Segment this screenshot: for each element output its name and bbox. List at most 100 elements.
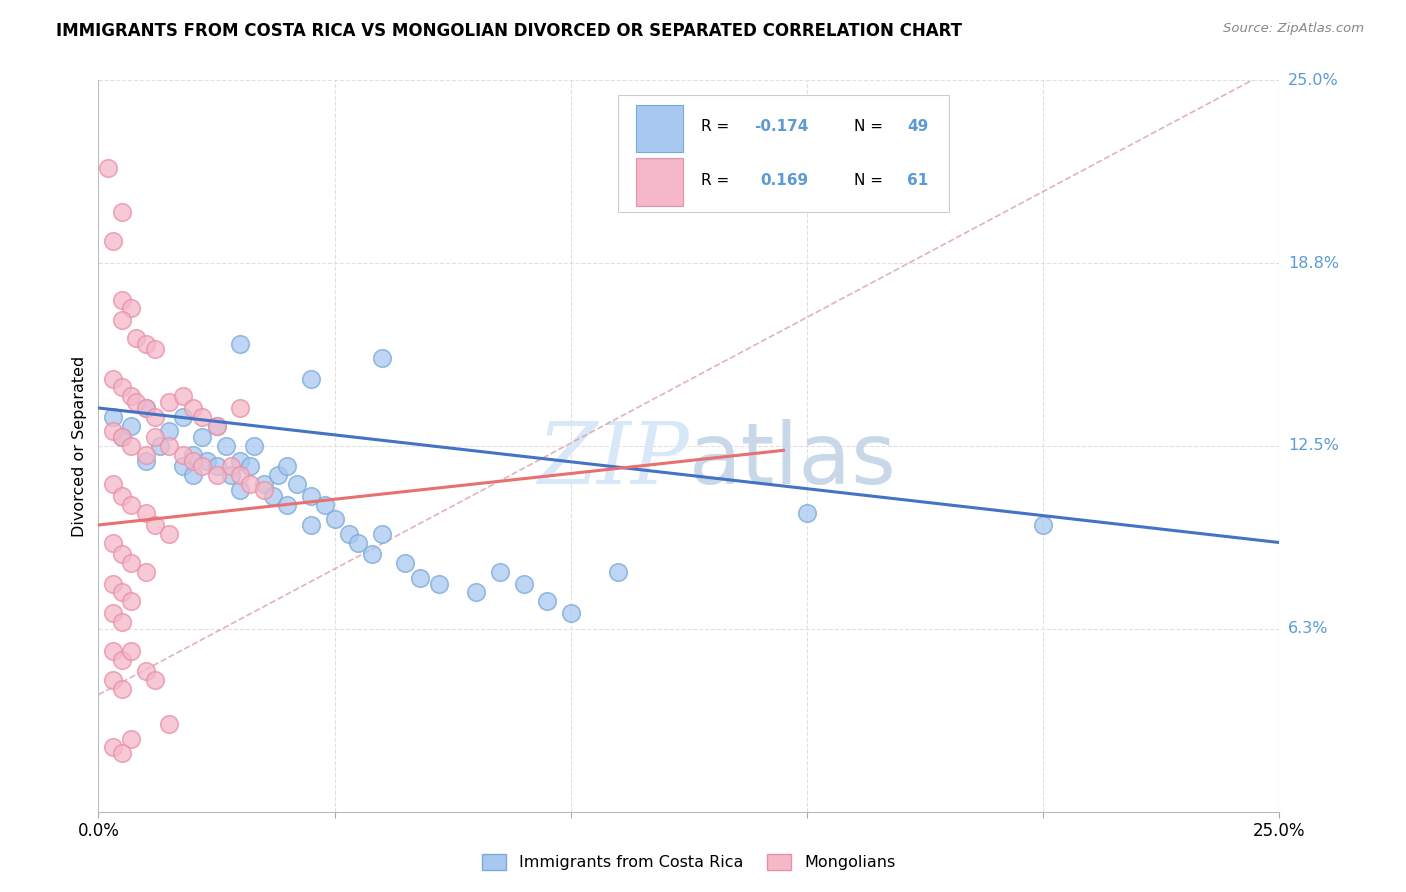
Point (607, 565, 630, 579)
Point (111, 615, 134, 629)
Point (253, 483, 276, 497)
Point (101, 425, 124, 439)
FancyBboxPatch shape (619, 95, 949, 212)
Bar (636, 159, 683, 206)
Point (299, 489, 322, 503)
Point (796, 506, 818, 520)
Point (121, 731, 143, 746)
Text: 25.0%: 25.0% (1288, 73, 1339, 87)
Point (111, 547, 134, 561)
Point (229, 453, 252, 467)
Point (229, 468, 252, 483)
Point (276, 459, 298, 474)
Point (205, 418, 228, 433)
Point (121, 556, 143, 570)
Point (101, 576, 124, 591)
Point (143, 430, 166, 444)
Point (229, 336, 252, 351)
Point (219, 468, 242, 483)
Point (157, 425, 180, 439)
Point (125, 395, 148, 409)
Text: R =: R = (700, 119, 734, 134)
Text: R =: R = (700, 173, 738, 188)
Point (195, 453, 218, 467)
Point (394, 556, 416, 570)
Point (181, 453, 204, 467)
Point (489, 565, 512, 579)
Point (111, 293, 134, 307)
Text: N =: N = (855, 119, 889, 134)
Text: ZIP: ZIP (537, 419, 689, 502)
Point (205, 418, 228, 433)
Text: 6.3%: 6.3% (1288, 622, 1329, 636)
Point (299, 372, 322, 386)
Point (111, 313, 134, 327)
Point (276, 498, 298, 512)
Point (172, 448, 194, 462)
Point (512, 576, 534, 591)
Point (205, 459, 228, 474)
Point (191, 409, 214, 424)
Point (135, 401, 157, 415)
Point (135, 665, 157, 679)
Point (101, 409, 124, 424)
Point (323, 512, 346, 526)
Point (299, 518, 322, 533)
Point (101, 644, 124, 658)
Point (219, 459, 242, 474)
Point (427, 576, 450, 591)
Point (121, 498, 143, 512)
Point (262, 489, 284, 503)
Point (149, 439, 172, 453)
Point (536, 594, 558, 608)
Point (229, 401, 252, 415)
Point (111, 746, 134, 760)
Point (239, 459, 262, 474)
Point (143, 518, 166, 533)
Text: -0.174: -0.174 (754, 119, 808, 134)
Point (560, 606, 582, 620)
Point (465, 585, 488, 599)
Point (101, 477, 124, 491)
Text: IMMIGRANTS FROM COSTA RICA VS MONGOLIAN DIVORCED OR SEPARATED CORRELATION CHART: IMMIGRANTS FROM COSTA RICA VS MONGOLIAN … (56, 22, 962, 40)
Point (143, 673, 166, 687)
Point (121, 301, 143, 316)
Point (111, 489, 134, 503)
Point (135, 565, 157, 579)
Point (157, 439, 180, 453)
Point (121, 389, 143, 403)
Text: 49: 49 (907, 119, 929, 134)
Point (157, 526, 180, 541)
Point (267, 468, 290, 483)
Text: 18.8%: 18.8% (1288, 256, 1339, 270)
Y-axis label: Divorced or Separated: Divorced or Separated (72, 355, 87, 537)
Point (135, 401, 157, 415)
Point (101, 740, 124, 755)
Point (101, 606, 124, 620)
Point (121, 418, 143, 433)
Point (143, 409, 166, 424)
Point (361, 547, 384, 561)
Point (181, 468, 204, 483)
Point (347, 535, 370, 549)
Point (111, 205, 134, 219)
Point (135, 336, 157, 351)
Text: 0.169: 0.169 (759, 173, 808, 188)
Point (135, 506, 157, 520)
Point (337, 526, 360, 541)
Point (314, 498, 336, 512)
Point (101, 673, 124, 687)
Point (205, 468, 228, 483)
Point (101, 372, 124, 386)
Point (172, 459, 194, 474)
Text: 61: 61 (907, 173, 929, 188)
Point (121, 439, 143, 453)
Point (172, 389, 194, 403)
Point (181, 448, 204, 462)
Point (111, 380, 134, 394)
Point (215, 439, 238, 453)
Point (1032, 518, 1054, 533)
Point (143, 343, 166, 357)
Point (101, 535, 124, 549)
Point (111, 681, 134, 696)
